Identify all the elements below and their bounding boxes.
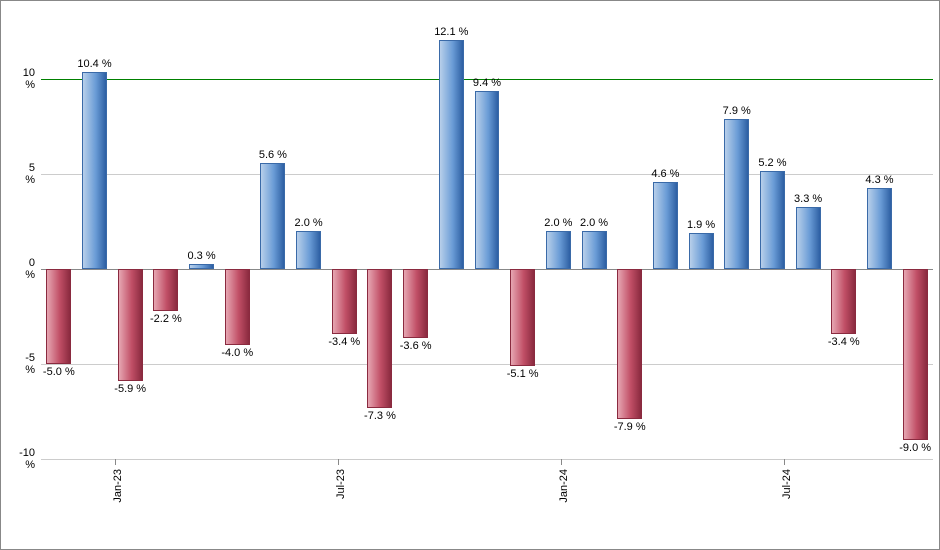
- gridline: [41, 459, 933, 460]
- bar: [510, 269, 535, 366]
- bar: [46, 269, 71, 364]
- bar: [403, 269, 428, 337]
- x-axis-label: Jul-23: [335, 469, 347, 499]
- plot-area: -10 %-5 %0 %5 %10 %-5.0 %10.4 %-5.9 %-2.…: [41, 13, 933, 459]
- bar: [153, 269, 178, 311]
- y-axis-label: 5 %: [25, 162, 35, 186]
- bar: [724, 119, 749, 269]
- x-axis-label: Jan-24: [558, 469, 570, 503]
- x-axis-tick: [561, 459, 562, 465]
- bar-value-label: 3.3 %: [794, 193, 822, 205]
- bar-value-label: 2.0 %: [580, 217, 608, 229]
- y-axis-label: 10 %: [23, 67, 35, 91]
- bar-value-label: -5.9 %: [114, 383, 146, 395]
- bar-value-label: 12.1 %: [434, 26, 468, 38]
- bar-value-label: 2.0 %: [295, 217, 323, 229]
- y-axis-label: 0 %: [25, 257, 35, 281]
- bar-value-label: -7.3 %: [364, 410, 396, 422]
- bar: [260, 163, 285, 269]
- bar: [475, 91, 500, 269]
- bar-value-label: 5.2 %: [758, 157, 786, 169]
- bar-value-label: 2.0 %: [544, 217, 572, 229]
- bar: [189, 264, 214, 270]
- bar-value-label: -9.0 %: [899, 442, 931, 454]
- bar-value-label: -5.0 %: [43, 366, 75, 378]
- y-axis-label: -10 %: [19, 447, 35, 471]
- bar-value-label: 5.6 %: [259, 149, 287, 161]
- bar: [617, 269, 642, 419]
- bar-value-label: -3.6 %: [400, 340, 432, 352]
- bar-value-label: 10.4 %: [77, 58, 111, 70]
- bar-value-label: 0.3 %: [187, 250, 215, 262]
- bar-value-label: -4.0 %: [221, 347, 253, 359]
- bar: [225, 269, 250, 345]
- bar-value-label: 7.9 %: [723, 105, 751, 117]
- bar-value-label: 1.9 %: [687, 219, 715, 231]
- bar: [439, 40, 464, 270]
- bar-value-label: -7.9 %: [614, 421, 646, 433]
- bar: [82, 72, 107, 269]
- x-axis-tick: [115, 459, 116, 465]
- bar: [867, 188, 892, 270]
- bar-value-label: 9.4 %: [473, 77, 501, 89]
- bar-value-label: -2.2 %: [150, 313, 182, 325]
- bar-value-label: -3.4 %: [328, 336, 360, 348]
- bar: [367, 269, 392, 408]
- gridline: [41, 364, 933, 365]
- bar: [296, 231, 321, 269]
- bar: [689, 233, 714, 269]
- bar: [831, 269, 856, 334]
- bar-value-label: 4.6 %: [651, 168, 679, 180]
- bar: [760, 171, 785, 270]
- bar: [582, 231, 607, 269]
- bar-chart: -10 % -5 % 0 % 5 % 10 % -5.0 % 10.4 % -5.9 % -2.…: [0, 0, 940, 550]
- x-axis-tick: [338, 459, 339, 465]
- y-axis-label: -5 %: [25, 352, 35, 376]
- bar: [796, 207, 821, 270]
- bar: [332, 269, 357, 334]
- bar: [546, 231, 571, 269]
- x-axis-label: Jul-24: [781, 469, 793, 499]
- bar: [903, 269, 928, 440]
- bar: [118, 269, 143, 381]
- bar-value-label: 4.3 %: [865, 174, 893, 186]
- bar-value-label: -5.1 %: [507, 368, 539, 380]
- x-axis-label: Jan-23: [112, 469, 124, 503]
- x-axis-tick: [784, 459, 785, 465]
- bar: [653, 182, 678, 269]
- bar-value-label: -3.4 %: [828, 336, 860, 348]
